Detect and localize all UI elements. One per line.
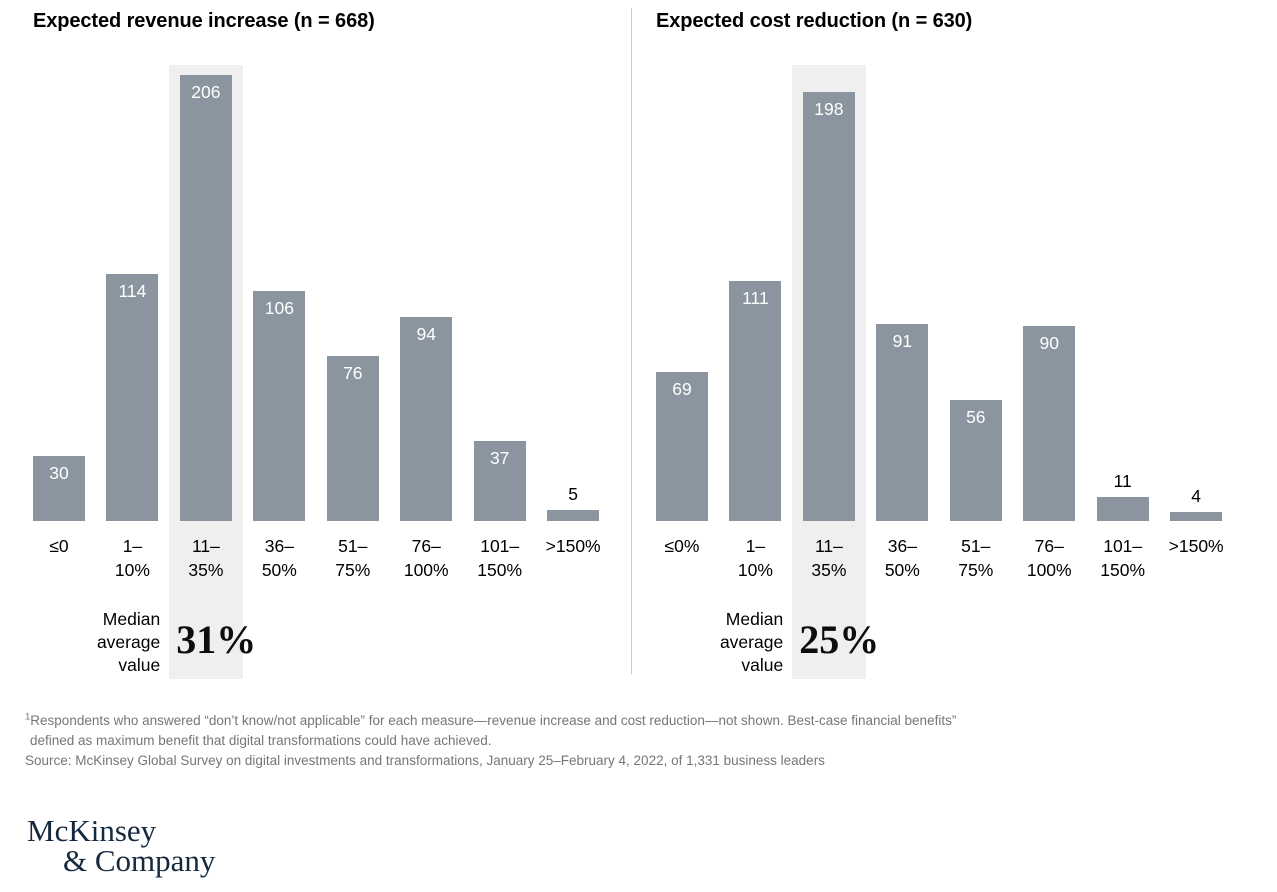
x-axis-label: 101– 150% [1100,536,1146,580]
bar-value-label: 56 [966,407,986,427]
logo-line-1: McKinsey [27,813,157,848]
bar-value-label: 90 [1039,333,1059,353]
bar [179,75,232,521]
bar [802,92,855,521]
logo-line-2: & Company [63,843,216,878]
median-average-value-label: Median average value [96,609,161,675]
bar [326,356,379,521]
bar-value-label: 11 [1113,471,1132,491]
footnote-line-2: defined as maximum benefit that digital … [30,733,492,748]
bar-value-label: 106 [264,298,294,318]
bar [400,317,453,521]
bar [949,400,1002,521]
bar [547,510,600,521]
bar-value-label: 206 [191,82,221,102]
median-average-value-label: Median average value [719,609,784,675]
footnote-superscript: 1 [25,711,31,723]
x-axis-label: 36– 50% [261,536,297,580]
median-average-value: 31% [176,617,257,662]
bar-value-label: 5 [568,484,578,504]
bar [106,274,159,521]
bar [253,291,306,521]
footnote-source-line: Source: McKinsey Global Survey on digita… [25,753,825,768]
bar [876,324,929,521]
bar-value-label: 198 [814,99,844,119]
bar [1170,512,1223,521]
bar [473,441,526,521]
bar-value-label: 69 [672,379,692,399]
bar-value-label: 76 [343,363,363,383]
bar-value-label: 111 [742,288,769,308]
x-axis-label: 76– 100% [1026,536,1072,580]
x-axis-label: 1– 10% [737,536,773,580]
bar [1023,326,1076,521]
bar-value-label: 91 [892,331,913,351]
panel-divider [631,8,632,674]
footnote-line-1: 1Respondents who answered “don’t know/no… [25,711,957,728]
x-axis-label: 11– 35% [811,536,847,580]
x-axis-label: ≤0 [49,536,69,556]
bar [33,456,85,521]
chart-title-revenue: Expected revenue increase (n = 668) [33,10,375,32]
footnote: 1Respondents who answered “don’t know/no… [25,711,1260,771]
bar-value-label: 4 [1191,486,1201,506]
bar [656,372,708,521]
bar-value-label: 94 [416,324,436,344]
chart-title-cost: Expected cost reduction (n = 630) [656,10,973,32]
bar [1096,497,1149,521]
x-axis-label: 51– 75% [335,536,371,580]
bar-value-label: 37 [489,448,510,468]
chart-panel-cost: Expected cost reduction (n = 630) 69 ≤0% 1… [656,0,1256,700]
x-axis-label: 11– 35% [188,536,224,580]
median-average-value: 25% [799,617,880,662]
x-axis-label: 51– 75% [958,536,994,580]
x-axis-label: 36– 50% [884,536,920,580]
bar [729,281,782,521]
x-axis-label: ≤0% [664,536,700,556]
chart-panel-revenue: Expected revenue increase (n = 668) 30 ≤0… [33,0,633,700]
bar-value-label: 114 [118,281,147,301]
x-axis-label: >150% [545,536,601,556]
mckinsey-logo: McKinsey & Company [27,813,216,878]
bar-value-label: 30 [49,463,69,483]
x-axis-label: >150% [1168,536,1224,556]
x-axis-label: 76– 100% [403,536,449,580]
x-axis-label: 101– 150% [477,536,523,580]
x-axis-label: 1– 10% [114,536,150,580]
